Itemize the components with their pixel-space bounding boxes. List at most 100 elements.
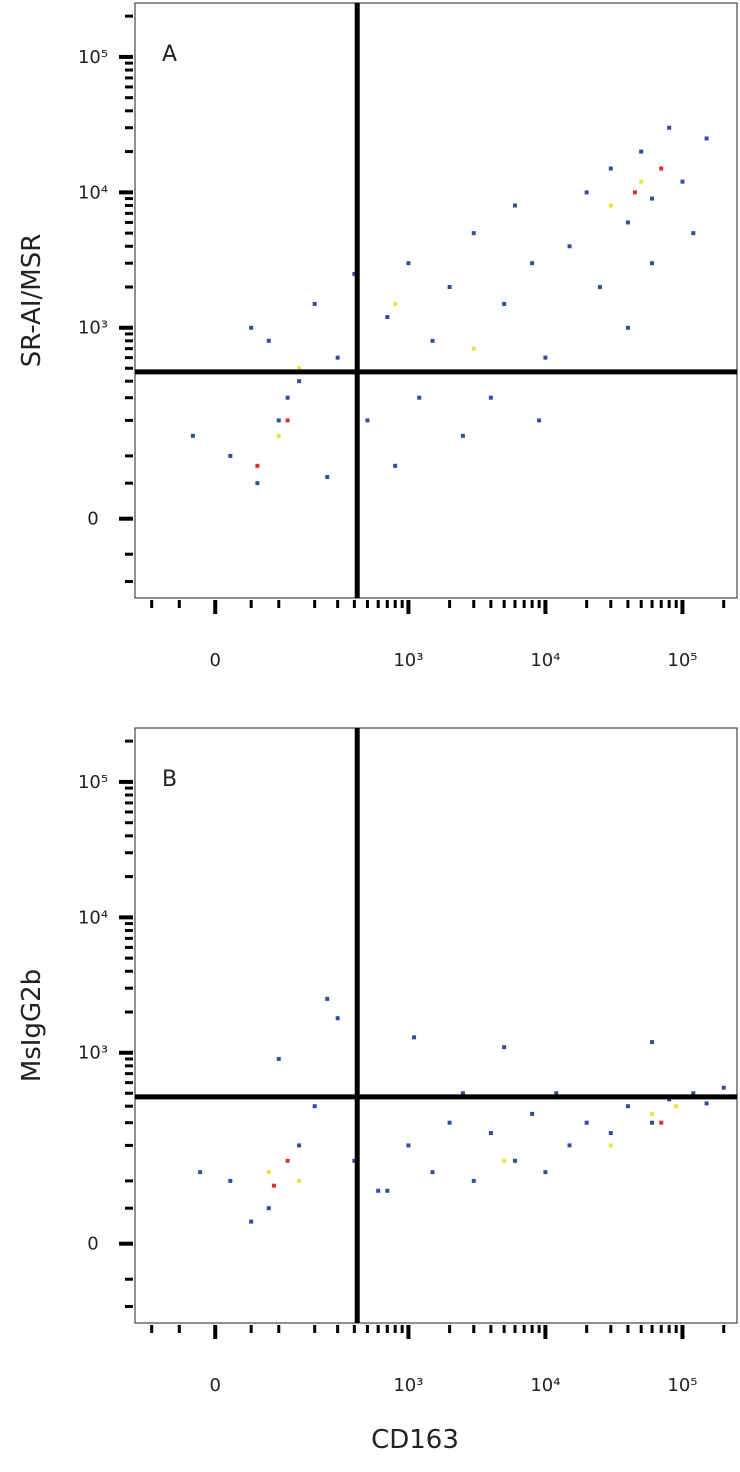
dot — [249, 325, 254, 330]
dot — [650, 1120, 655, 1125]
y-tick-label: 10⁵ — [78, 772, 108, 793]
x-tick-label: 10³ — [393, 650, 423, 671]
dot — [608, 166, 613, 171]
dot — [639, 179, 644, 184]
x-tick-label: 10⁵ — [667, 650, 697, 671]
dot — [297, 366, 302, 371]
dot — [352, 1158, 357, 1163]
dot — [650, 196, 655, 201]
dot — [325, 996, 330, 1001]
dot — [460, 1091, 465, 1096]
dot — [659, 166, 664, 171]
dot — [650, 1040, 655, 1045]
dot — [335, 355, 340, 360]
dot — [608, 1143, 613, 1148]
dot — [502, 1158, 507, 1163]
y-tick-label: 0 — [87, 1234, 98, 1255]
dot — [639, 149, 644, 154]
dot — [721, 1085, 726, 1090]
panel-label: A — [162, 42, 177, 67]
dot — [255, 463, 260, 468]
y-tick-label: 10⁴ — [78, 907, 108, 928]
x-axis-title: CD163 — [371, 1425, 459, 1455]
y-tick-label: 10⁴ — [78, 182, 108, 203]
dot — [584, 190, 589, 195]
dot — [625, 325, 630, 330]
dot — [460, 433, 465, 438]
dot — [659, 1120, 664, 1125]
dot — [276, 1056, 281, 1061]
dot — [680, 179, 685, 184]
dot — [406, 1143, 411, 1148]
dot — [447, 285, 452, 290]
dot — [530, 261, 535, 266]
dot — [297, 1178, 302, 1183]
dot — [365, 418, 370, 423]
dot — [512, 1158, 517, 1163]
dot — [584, 1120, 589, 1125]
dot — [667, 1097, 672, 1102]
plot-frame — [134, 2, 738, 599]
dot — [567, 1143, 572, 1148]
dot — [266, 1206, 271, 1211]
y-axis-title: MsIgG2b — [17, 969, 47, 1082]
y-tick-label: 10³ — [78, 1043, 108, 1064]
y-tick-label: 10³ — [78, 318, 108, 339]
dot — [597, 285, 602, 290]
dot — [704, 1101, 709, 1106]
dot — [352, 271, 357, 276]
dot — [255, 481, 260, 486]
dot — [608, 203, 613, 208]
dot — [285, 395, 290, 400]
dot — [285, 418, 290, 423]
x-tick-label: 10³ — [393, 1375, 423, 1396]
dot — [276, 418, 281, 423]
dot — [625, 1104, 630, 1109]
dot — [667, 125, 672, 130]
dot — [228, 453, 233, 458]
dot — [488, 1131, 493, 1136]
dot — [393, 463, 398, 468]
dot — [266, 1170, 271, 1175]
dot — [632, 190, 637, 195]
dot — [385, 315, 390, 320]
dot — [430, 1170, 435, 1175]
dot — [417, 395, 422, 400]
dot — [530, 1111, 535, 1116]
dot — [385, 1188, 390, 1193]
dot — [335, 1016, 340, 1021]
dot — [471, 231, 476, 236]
dot — [471, 1178, 476, 1183]
dot — [198, 1170, 203, 1175]
x-tick-label: 0 — [210, 1375, 221, 1396]
dot — [691, 231, 696, 236]
dot — [249, 1219, 254, 1224]
dot — [554, 1091, 559, 1096]
dot — [190, 433, 195, 438]
panel-label: B — [162, 767, 177, 792]
dot — [704, 136, 709, 141]
dot — [650, 1111, 655, 1116]
dot — [543, 1170, 548, 1175]
dot — [691, 1091, 696, 1096]
dot — [543, 355, 548, 360]
dot — [266, 338, 271, 343]
dot — [502, 301, 507, 306]
dot — [312, 301, 317, 306]
dot — [312, 1104, 317, 1109]
dot — [674, 1104, 679, 1109]
y-tick-label: 0 — [87, 509, 98, 530]
y-tick-label: 10⁵ — [78, 47, 108, 68]
dot — [650, 261, 655, 266]
dot — [537, 418, 542, 423]
dot — [488, 395, 493, 400]
dot — [625, 220, 630, 225]
dot — [471, 346, 476, 351]
dot — [376, 1188, 381, 1193]
dot — [297, 1143, 302, 1148]
dot — [412, 1035, 417, 1040]
x-tick-label: 10⁴ — [530, 650, 560, 671]
dot — [406, 261, 411, 266]
dot — [228, 1178, 233, 1183]
